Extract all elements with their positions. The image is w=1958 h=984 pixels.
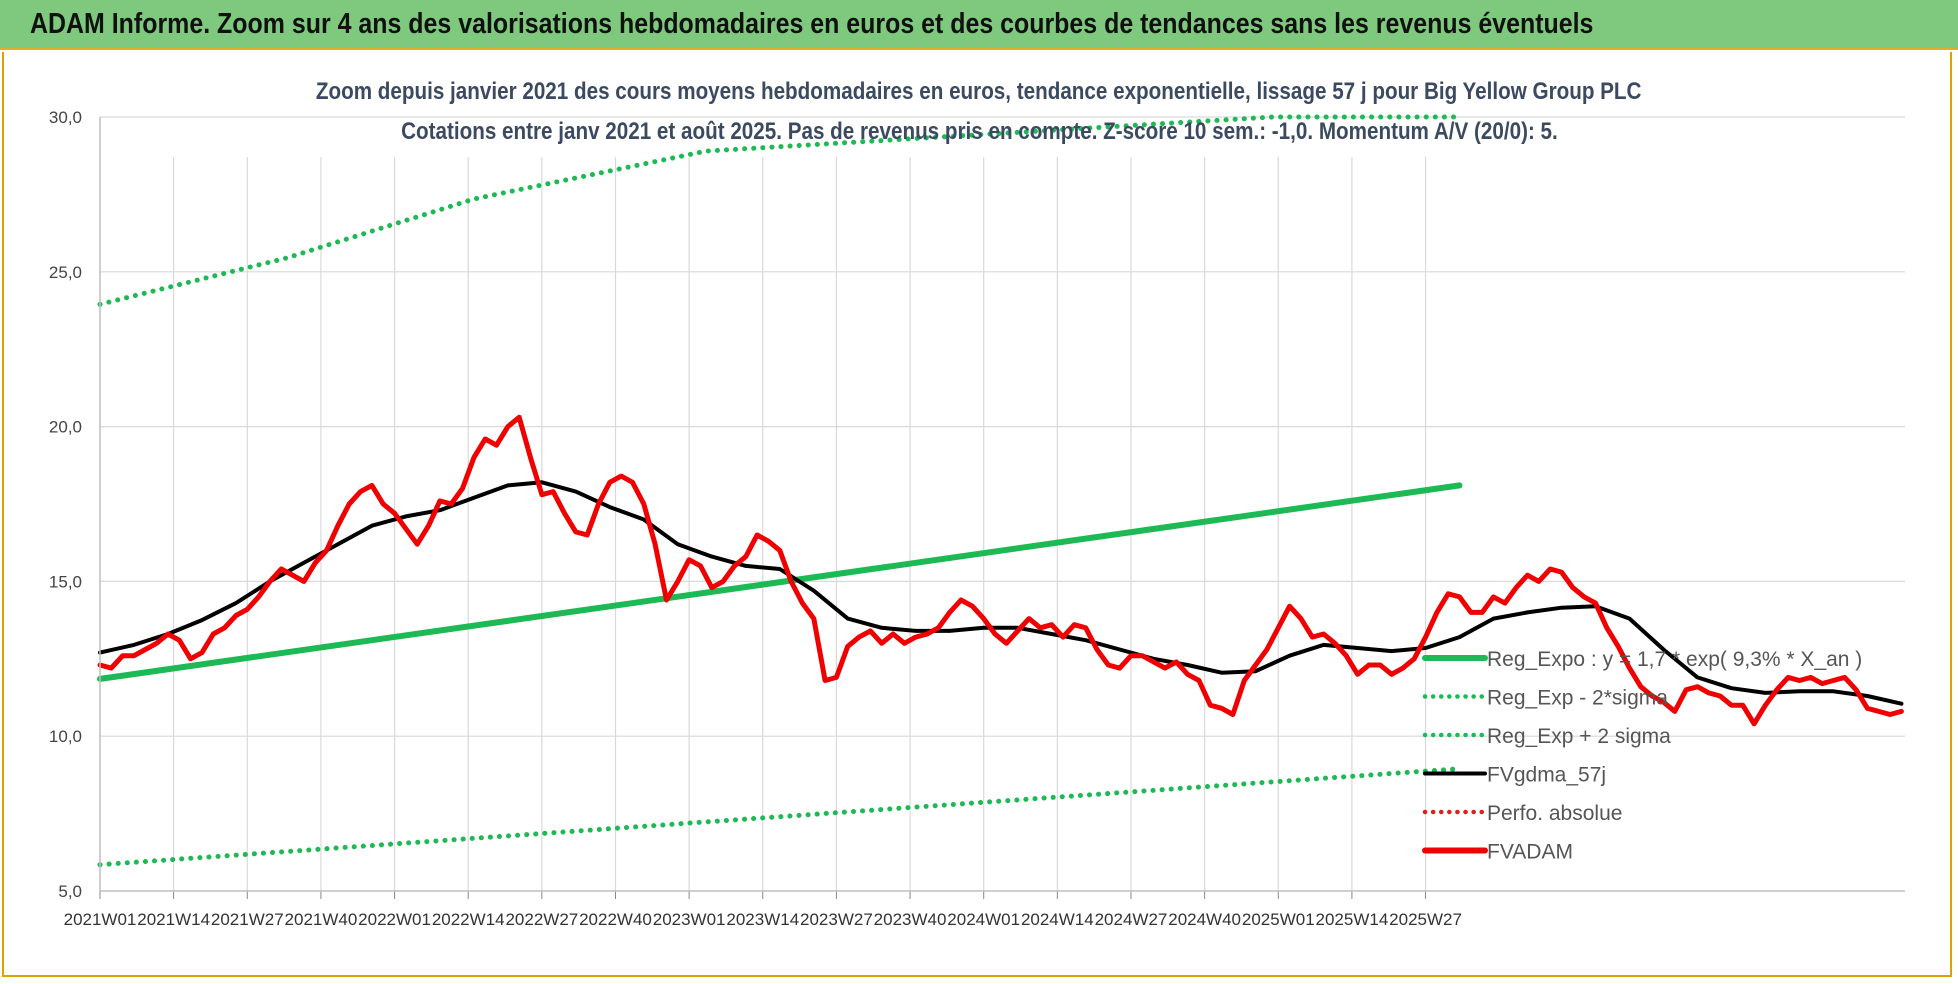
x-tick-label: 2025W01 bbox=[1242, 910, 1315, 929]
x-tick-label: 2025W27 bbox=[1389, 910, 1462, 929]
banner: ADAM Informe. Zoom sur 4 ans des valoris… bbox=[0, 0, 1958, 50]
chart-frame bbox=[2, 52, 1952, 977]
x-tick-label: 2022W14 bbox=[432, 910, 505, 929]
x-tick-label: 2023W40 bbox=[874, 910, 947, 929]
chart-title-line-1: Zoom depuis janvier 2021 des cours moyen… bbox=[316, 78, 1642, 105]
x-tick-label: 2024W14 bbox=[1021, 910, 1094, 929]
series-line-0 bbox=[97, 482, 1463, 682]
series-line-2 bbox=[97, 114, 1462, 307]
x-tick-label: 2023W27 bbox=[800, 910, 873, 929]
x-tick-label: 2022W27 bbox=[505, 910, 578, 929]
y-tick-label: 25,0 bbox=[49, 263, 82, 282]
chart-title-line-2: Cotations entre janv 2021 et août 2025. … bbox=[400, 118, 1558, 145]
legend-label: Reg_Exp - 2*sigma bbox=[1487, 687, 1668, 710]
y-tick-label: 10,0 bbox=[49, 727, 82, 746]
x-tick-label: 2021W01 bbox=[64, 910, 137, 929]
y-axis: 5,0 10,0 15,0 20,0 25,0 30,0 bbox=[49, 108, 101, 901]
x-tick-label: 2021W40 bbox=[285, 910, 358, 929]
x-tick-label: 2024W01 bbox=[947, 910, 1020, 929]
series-line-5 bbox=[97, 414, 1904, 727]
x-tick-label: 2025W14 bbox=[1316, 910, 1389, 929]
series-layer bbox=[97, 114, 1904, 868]
x-tick-label: 2023W01 bbox=[653, 910, 726, 929]
x-tick-label: 2021W14 bbox=[137, 910, 210, 929]
legend-label: Reg_Exp + 2 sigma bbox=[1487, 725, 1671, 748]
x-tick-label: 2022W01 bbox=[358, 910, 431, 929]
x-tick-label: 2024W40 bbox=[1168, 910, 1241, 929]
x-tick-label: 2023W14 bbox=[726, 910, 799, 929]
legend-label: Reg_Expo : y = 1,7 * exp( 9,3% * X_an ) bbox=[1487, 648, 1862, 671]
legend: Reg_Expo : y = 1,7 * exp( 9,3% * X_an ) R… bbox=[1422, 648, 1862, 864]
gridlines bbox=[100, 116, 1905, 891]
x-axis: 2021W01 2021W14 2021W27 2021W40 2022W01 2022W… bbox=[64, 890, 1905, 929]
legend-label: FVADAM bbox=[1487, 841, 1573, 864]
y-tick-label: 20,0 bbox=[49, 418, 82, 437]
y-tick-label: 5,0 bbox=[58, 882, 82, 901]
y-tick-label: 15,0 bbox=[49, 572, 82, 591]
x-tick-label: 2024W27 bbox=[1095, 910, 1168, 929]
x-tick-label: 2022W40 bbox=[579, 910, 652, 929]
page-title: ADAM Informe. Zoom sur 4 ans des valoris… bbox=[30, 8, 1594, 40]
x-tick-label: 2021W27 bbox=[211, 910, 284, 929]
legend-label: Perfo. absolue bbox=[1487, 802, 1622, 825]
series-line-1 bbox=[97, 766, 1462, 868]
legend-label: FVgdma_57j bbox=[1487, 764, 1606, 787]
y-tick-label: 30,0 bbox=[49, 108, 82, 127]
